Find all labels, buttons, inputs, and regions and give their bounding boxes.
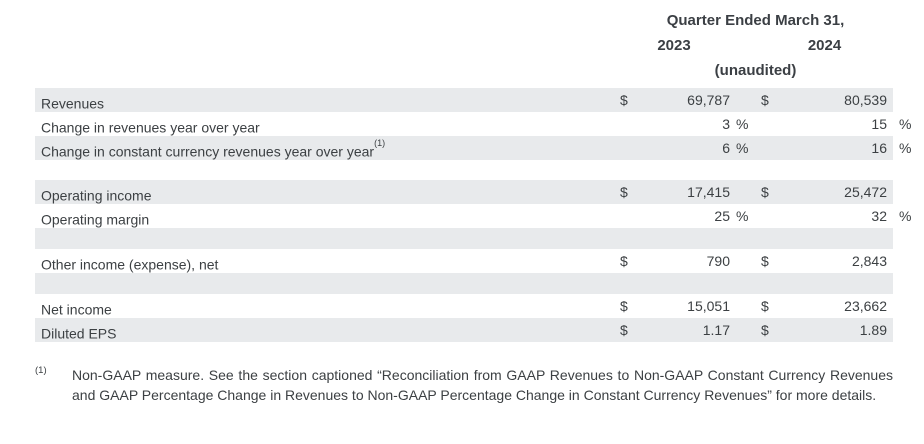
row-label-cell: Operating income [35,180,618,204]
footnote-marker: (1) [35,365,47,376]
value-2024: 80,539 [844,92,887,108]
spacer-row [35,160,915,180]
row-label-cell: Change in revenues year over year [35,112,618,136]
header-period-title: Quarter Ended March 31, [666,12,845,29]
value-2023: 69,787 [687,92,730,108]
percent-sign-2023 [730,180,756,204]
value-2024: 2,843 [851,253,887,269]
percent-sign-2024 [893,318,915,342]
row-band: Net income $ 15,051 $ 23,662 [35,294,893,318]
dollar-sign-2024: $ [761,92,769,108]
percent-sign-2023: % [736,208,749,224]
dollar-sign-2024 [756,136,786,160]
row-band [35,160,893,180]
percent-sign-2024 [893,88,915,112]
financial-table: Revenues $ 69,787 $ 80,539 Change in rev… [35,88,915,342]
value-2023: 15,051 [687,298,730,314]
dollar-sign-2024 [756,112,786,136]
row-label: Revenues [41,95,105,112]
table-row-net-income: Net income $ 15,051 $ 23,662 [35,294,915,318]
table-row-revenue-change: Change in revenues year over year 3 % 15… [35,112,915,136]
value-2024: 25,472 [844,184,887,200]
row-band: Other income (expense), net $ 790 $ 2,84… [35,249,893,273]
value-2024: 15 [871,116,887,132]
table-header: Quarter Ended March 31, 2023 2024 (unaud… [35,12,915,79]
dollar-sign-2023 [618,136,646,160]
dollar-sign-2023: $ [620,184,628,200]
header-year-2024: 2024 [807,37,842,54]
value-2024: 23,662 [844,298,887,314]
dollar-sign-2023: $ [620,92,628,108]
value-2024: 1.89 [859,322,887,338]
table-row-operating-margin: Operating margin 25 % 32 % [35,204,915,228]
dollar-sign-2023 [618,204,646,228]
row-label: Change in constant currency revenues yea… [41,143,375,160]
footnote: (1) Non-GAAP measure. See the section ca… [35,365,893,405]
percent-sign-2024 [893,249,915,273]
value-2023: 6 [722,140,730,156]
row-label: Operating margin [41,211,150,228]
dollar-sign-2024: $ [761,184,769,200]
percent-sign-2024 [893,180,915,204]
header-unaudited-label: (unaudited) [714,62,797,79]
row-band: Operating margin 25 % 32 [35,204,893,228]
row-band [35,273,893,294]
dollar-sign-2024 [756,204,786,228]
dollar-sign-2024: $ [761,298,769,314]
percent-sign-2023 [730,88,756,112]
row-band: Revenues $ 69,787 $ 80,539 [35,88,893,112]
row-label: Other income (expense), net [41,256,219,273]
row-label-cell: Operating margin [35,204,618,228]
row-label-cell: Change in constant currency revenues yea… [35,136,618,160]
value-2023: 1.17 [702,322,730,338]
value-2023: 3 [722,116,730,132]
table-row-other-income: Other income (expense), net $ 790 $ 2,84… [35,249,915,273]
table-row-operating-income: Operating income $ 17,415 $ 25,472 [35,180,915,204]
row-label: Diluted EPS [41,325,117,342]
percent-sign-2024: % [899,116,912,132]
header-year-row: 2023 2024 [618,37,915,54]
value-2024: 16 [871,140,887,156]
table-row-revenues: Revenues $ 69,787 $ 80,539 [35,88,915,112]
footnote-text: Non-GAAP measure. See the section captio… [72,367,893,403]
value-2023: 17,415 [687,184,730,200]
percent-sign-2023: % [736,116,749,132]
row-band: Diluted EPS $ 1.17 $ 1.89 [35,318,893,342]
row-label: Change in revenues year over year [41,119,260,136]
percent-sign-2023 [730,249,756,273]
table-row-diluted-eps: Diluted EPS $ 1.17 $ 1.89 [35,318,915,342]
dollar-sign-2023 [618,112,646,136]
percent-sign-2023 [730,318,756,342]
row-band: Operating income $ 17,415 $ 25,472 [35,180,893,204]
percent-sign-2024: % [899,208,912,224]
row-label-cell: Other income (expense), net [35,249,618,273]
spacer-row [35,273,915,294]
table-row-constant-currency-change: Change in constant currency revenues yea… [35,136,915,160]
row-label: Net income [41,301,112,318]
row-band: Change in constant currency revenues yea… [35,136,893,160]
percent-sign-2024: % [899,140,912,156]
percent-sign-2023 [730,294,756,318]
row-label-cell: Revenues [35,88,618,112]
percent-sign-2023: % [736,140,749,156]
value-2023: 790 [706,253,730,269]
header-year-2023: 2023 [657,37,691,54]
row-band: Change in revenues year over year 3 % 15 [35,112,893,136]
spacer-row [35,228,915,249]
dollar-sign-2023: $ [620,298,628,314]
percent-sign-2024 [893,294,915,318]
row-label-cell: Net income [35,294,618,318]
value-2023: 25 [714,208,730,224]
row-band [35,228,893,249]
value-2024: 32 [871,208,887,224]
dollar-sign-2023: $ [620,253,628,269]
row-label: Operating income [41,187,152,204]
dollar-sign-2024: $ [761,253,769,269]
dollar-sign-2024: $ [761,322,769,338]
row-label-cell: Diluted EPS [35,318,618,342]
footnote-ref: (1) [374,138,386,148]
dollar-sign-2023: $ [620,322,628,338]
header-year-spacer [730,37,756,54]
